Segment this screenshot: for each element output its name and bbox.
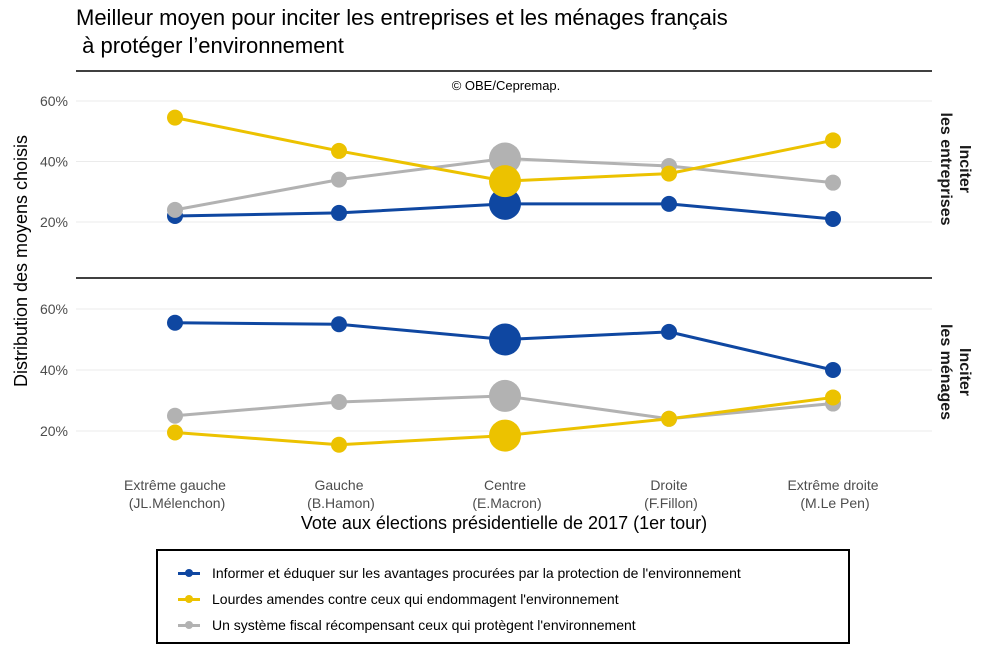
- x-tick-label-centre: Centre (E.Macron): [472, 477, 541, 511]
- panel-1: 20% 40% 60% Inciterles ménages: [40, 277, 973, 453]
- point-fiscal-extreme-droite: [825, 174, 841, 191]
- x-tick-label-line: (B.Hamon): [307, 495, 375, 511]
- x-tick-label-line: (F.Fillon): [644, 495, 698, 511]
- chart-title: Meilleur moyen pour inciter les entrepri…: [76, 5, 728, 58]
- y-tick-label: 60%: [40, 301, 68, 317]
- point-amendes-droite: [661, 165, 677, 182]
- chart-caption: © OBE/Cepremap.: [452, 78, 561, 93]
- x-tick-label-line: (JL.Mélenchon): [129, 495, 226, 511]
- y-tick-label: 40%: [40, 154, 68, 170]
- point-amendes-extreme-gauche: [167, 109, 183, 126]
- point-fiscal-gauche: [331, 394, 347, 411]
- strip-label-line: Inciter: [956, 348, 973, 396]
- point-amendes-centre: [489, 165, 521, 198]
- x-tick-label-line: Gauche: [314, 477, 363, 493]
- point-informer-droite: [661, 323, 677, 340]
- legend-label-fiscal: Un système fiscal récompensant ceux qui …: [212, 617, 636, 633]
- x-tick-label-line: Extrême gauche: [124, 477, 226, 493]
- y-tick-label: 20%: [40, 423, 68, 439]
- strip-label-line: les ménages: [937, 324, 954, 420]
- chart-legend: Informer et éduquer sur les avantages pr…: [156, 549, 850, 644]
- x-axis-ticks: Extrême gauche (JL.Mélenchon) Gauche (B.Ham…: [124, 477, 879, 511]
- legend-key-amendes: [178, 589, 200, 609]
- y-axis-title: Distribution des moyens choisis: [11, 135, 31, 387]
- x-tick-label-droite: Droite (F.Fillon): [644, 477, 698, 511]
- legend-key-fiscal: [178, 615, 200, 635]
- point-informer-centre: [489, 187, 521, 220]
- x-axis-title: Vote aux élections présidentielle de 201…: [301, 513, 707, 533]
- legend-item-amendes: Lourdes amendes contre ceux qui endommag…: [178, 589, 619, 609]
- point-informer-extreme-gauche: [167, 314, 183, 331]
- strip-label-line: les entreprises: [937, 113, 954, 226]
- strip-label-0: Inciterles entreprises: [937, 113, 973, 226]
- point-informer-gauche: [331, 316, 347, 333]
- strip-label-line: Inciter: [956, 145, 973, 193]
- point-fiscal-gauche: [331, 171, 347, 188]
- y-tick-label: 60%: [40, 93, 68, 109]
- x-tick-label-line: Droite: [650, 477, 688, 493]
- legend-key-informer: [178, 563, 200, 583]
- point-amendes-centre: [489, 419, 521, 452]
- point-amendes-gauche: [331, 436, 347, 453]
- point-amendes-droite: [661, 410, 677, 427]
- x-tick-label-line: Centre: [484, 477, 526, 493]
- point-fiscal-extreme-gauche: [167, 201, 183, 218]
- legend-label-informer: Informer et éduquer sur les avantages pr…: [212, 565, 741, 581]
- point-informer-centre: [489, 323, 521, 356]
- legend-label-amendes: Lourdes amendes contre ceux qui endommag…: [212, 591, 619, 607]
- point-amendes-extreme-gauche: [167, 424, 183, 441]
- x-tick-label-line: (E.Macron): [472, 495, 541, 511]
- x-tick-label-gauche: Gauche (B.Hamon): [307, 477, 375, 511]
- x-tick-label-extreme-gauche: Extrême gauche (JL.Mélenchon): [124, 477, 226, 511]
- point-fiscal-centre: [489, 379, 521, 412]
- point-amendes-extreme-droite: [825, 389, 841, 406]
- x-tick-label-line: (M.Le Pen): [800, 495, 869, 511]
- chart-panels: 20%40%60%Inciterles entreprises20%40%60%…: [40, 70, 973, 453]
- legend-item-fiscal: Un système fiscal récompensant ceux qui …: [178, 615, 636, 635]
- point-informer-droite: [661, 195, 677, 212]
- panel-0: 20% 40% 60% Inciterles entreprises: [40, 70, 973, 230]
- y-tick-label: 40%: [40, 362, 68, 378]
- strip-label-1: Inciterles ménages: [937, 324, 973, 420]
- point-amendes-gauche: [331, 142, 347, 159]
- point-fiscal-centre: [489, 142, 521, 175]
- point-informer-gauche: [331, 204, 347, 221]
- legend-item-informer: Informer et éduquer sur les avantages pr…: [178, 563, 741, 583]
- y-tick-label: 20%: [40, 214, 68, 230]
- point-informer-extreme-droite: [825, 362, 841, 378]
- point-informer-extreme-droite: [825, 210, 841, 227]
- x-tick-label-extreme-droite: Extrême droite (M.Le Pen): [787, 477, 878, 511]
- point-amendes-extreme-droite: [825, 132, 841, 149]
- point-fiscal-extreme-gauche: [167, 407, 183, 424]
- x-tick-label-line: Extrême droite: [787, 477, 878, 493]
